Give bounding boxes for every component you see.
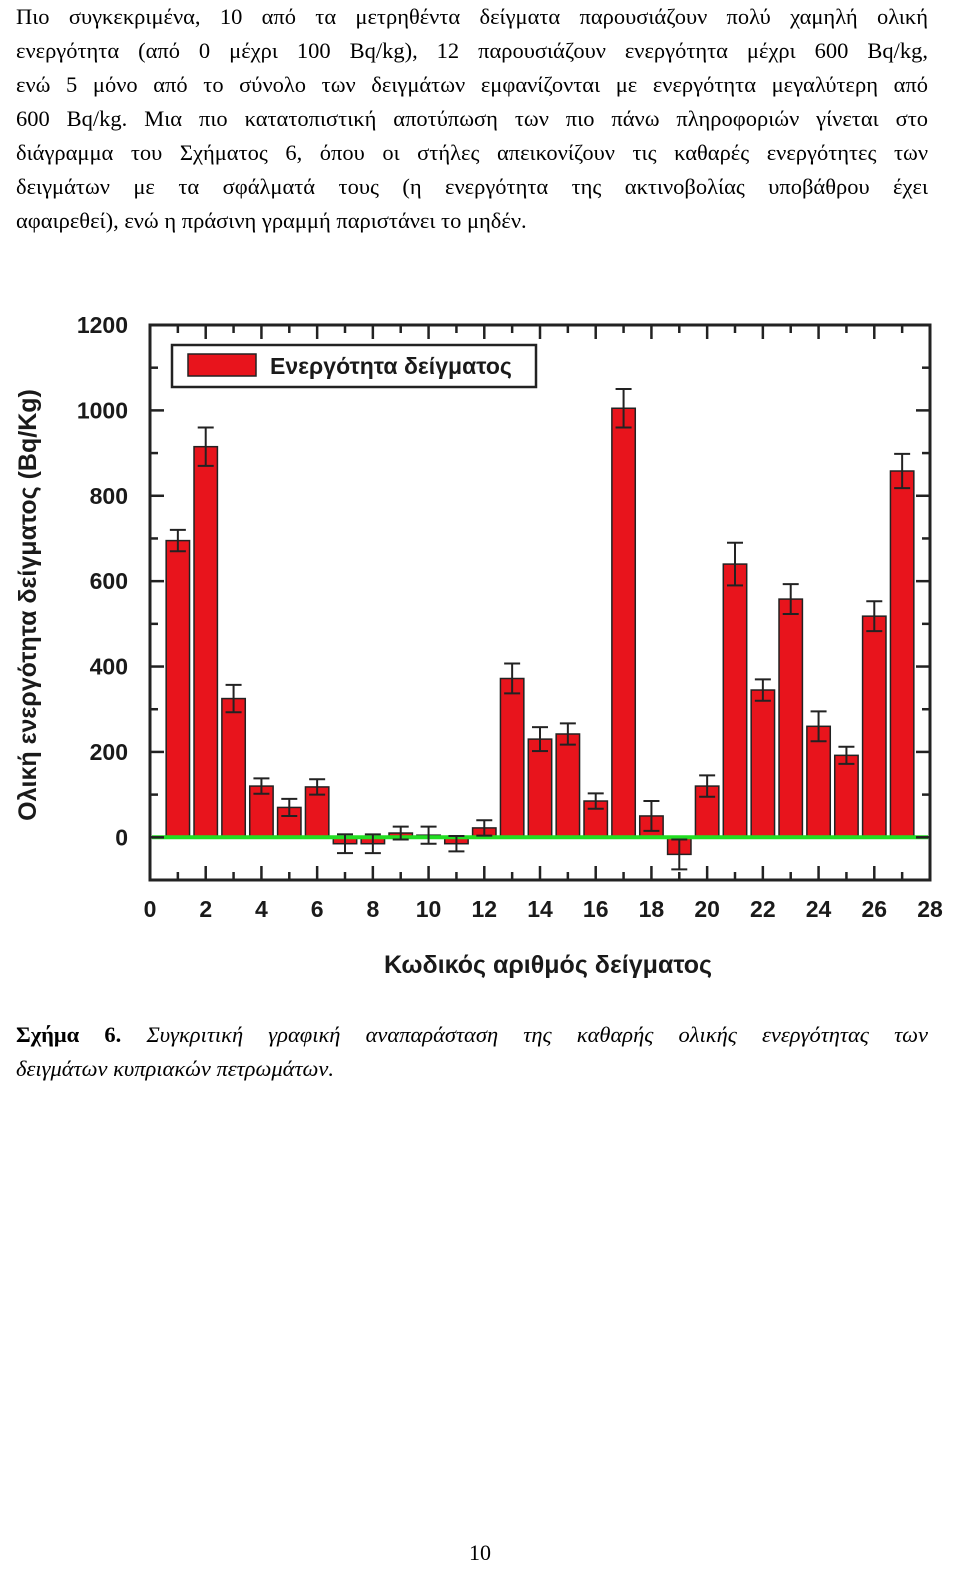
x-tick-label: 16 [583,896,609,922]
paragraph-line: Πιο συγκεκριμένα, 10 από τα μετρηθέντα δ… [16,4,928,29]
body-paragraph: Πιο συγκεκριμένα, 10 από τα μετρηθέντα δ… [16,0,928,238]
x-tick-label: 4 [255,896,268,922]
y-tick-label: 0 [115,824,128,850]
x-tick-label: 0 [144,896,157,922]
bar-sample-17 [611,407,637,839]
caption-line-2: δειγμάτων κυπριακών πετρωμάτων. [16,1052,928,1086]
y-tick-label: 200 [90,739,128,765]
y-tick-label: 1000 [77,397,128,423]
x-tick-label: 24 [806,896,832,922]
bar-sample-1 [165,539,191,839]
caption-label: Σχήμα 6. [16,1022,122,1047]
paragraph-line: ενώ 5 μόνο από το σύνολο των δειγμάτων ε… [16,72,928,97]
x-tick-label: 20 [694,896,720,922]
paragraph-line: αφαιρεθεί), ενώ η πράσινη γραμμή παριστά… [16,208,527,233]
bar-sample-25 [833,754,859,839]
x-tick-label: 10 [416,896,442,922]
x-tick-label: 14 [527,896,553,922]
page-number: 10 [469,1540,491,1565]
paragraph-line: δειγμάτων με τα σφάλματά τους (η ενεργότ… [16,174,928,199]
y-tick-label: 1200 [77,312,128,338]
bar-sample-21 [722,563,748,839]
caption-text-2: δειγμάτων κυπριακών πετρωμάτων. [16,1056,334,1081]
y-tick-label: 600 [90,568,128,594]
paragraph-line: 600 Bq/kg. Μια πιο κατατοπιστική αποτύπω… [16,106,928,131]
bar-sample-2 [193,445,219,839]
legend-swatch [187,353,257,377]
bar-sample-14 [527,738,553,839]
paragraph-line: ενεργότητα (από 0 μέχρι 100 Bq/kg), 12 π… [16,38,928,63]
paragraph-line: διάγραμμα του Σχήματος 6, όπου οι στήλες… [16,140,928,165]
bar-sample-15 [555,733,581,839]
x-tick-label: 26 [861,896,887,922]
figure-caption: Σχήμα 6. Συγκριτική γραφική αναπαράσταση… [16,1018,928,1086]
caption-text-1: Συγκριτική γραφική αναπαράσταση της καθα… [146,1022,928,1047]
y-tick-label: 800 [90,483,128,509]
x-tick-label: 2 [199,896,212,922]
error-bars-group [169,388,911,871]
x-tick-label: 22 [750,896,776,922]
y-axis-ticks: 0 200 400 600 800 1000 1200 [77,312,930,882]
bar-sample-13 [499,677,525,839]
bar-sample-23 [778,598,804,839]
x-tick-label: 28 [917,896,943,922]
y-axis-title: Ολική ενεργότητα δείγματος (Bq/Kg) [14,389,42,821]
legend-label: Ενεργότητα δείγματος [270,353,512,379]
bar-sample-3 [221,697,247,839]
x-tick-label: 18 [639,896,665,922]
x-tick-label: 6 [311,896,324,922]
x-tick-label: 8 [366,896,379,922]
bars-group [165,407,915,856]
x-axis-ticks: 0 2 4 6 8 10 12 14 16 18 20 22 24 26 28 [144,325,943,922]
x-axis-title: Κωδικός αριθμός δείγματος [384,951,712,979]
bar-sample-24 [806,725,832,839]
bar-sample-27 [889,470,915,839]
caption-line-1: Σχήμα 6. Συγκριτική γραφική αναπαράσταση… [16,1018,928,1052]
bar-sample-26 [861,615,887,839]
y-tick-label: 400 [90,654,128,680]
legend: Ενεργότητα δείγματος [170,343,538,389]
bar-sample-22 [750,689,776,839]
x-tick-label: 12 [471,896,497,922]
